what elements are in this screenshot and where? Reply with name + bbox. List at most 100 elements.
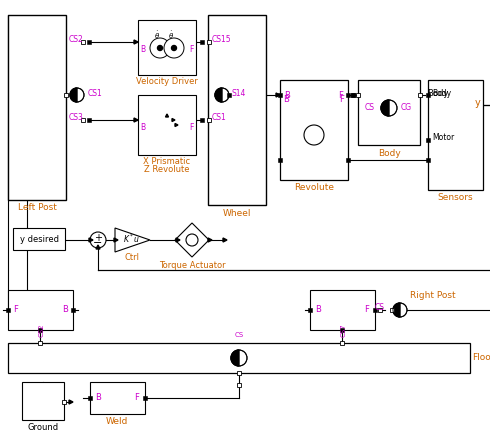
Bar — [426, 93, 430, 97]
Bar — [428, 80, 483, 190]
Text: CS: CS — [375, 303, 385, 312]
Bar — [426, 138, 430, 142]
Bar — [138, 20, 196, 75]
Text: CS: CS — [234, 332, 244, 338]
Bar — [8, 15, 66, 200]
Bar — [81, 40, 85, 44]
Text: y: y — [475, 98, 481, 108]
Polygon shape — [70, 88, 77, 102]
Polygon shape — [393, 303, 400, 317]
Bar — [308, 308, 312, 312]
Text: Weld: Weld — [106, 417, 128, 426]
Bar — [87, 118, 91, 122]
Bar — [200, 40, 204, 44]
Text: $\dot\theta$: $\dot\theta$ — [168, 29, 174, 41]
Text: CS3: CS3 — [69, 113, 84, 122]
Bar — [378, 308, 382, 312]
Polygon shape — [172, 118, 175, 121]
Polygon shape — [134, 118, 138, 122]
Polygon shape — [208, 238, 212, 242]
Text: Ground: Ground — [27, 424, 59, 433]
Bar — [138, 95, 196, 155]
Bar — [38, 341, 42, 345]
Text: F: F — [339, 90, 343, 100]
Text: $\dot\theta$: $\dot\theta$ — [154, 29, 160, 41]
Bar — [390, 308, 394, 312]
Bar — [280, 80, 348, 180]
Circle shape — [172, 45, 176, 50]
Text: $K^*u$: $K^*u$ — [123, 233, 141, 245]
Bar — [237, 371, 241, 375]
Bar — [62, 400, 66, 404]
Bar — [64, 93, 68, 97]
Bar — [22, 382, 64, 420]
Text: CS7: CS7 — [341, 324, 347, 337]
Bar — [418, 93, 422, 97]
Polygon shape — [381, 100, 389, 116]
Text: Torque Actuator: Torque Actuator — [159, 262, 225, 271]
Circle shape — [393, 303, 407, 317]
Text: CG: CG — [401, 102, 412, 112]
Bar — [426, 158, 430, 162]
Text: B: B — [62, 306, 68, 315]
Text: Velocity Driver: Velocity Driver — [136, 77, 198, 86]
Polygon shape — [231, 350, 239, 366]
Polygon shape — [134, 40, 138, 44]
Text: B: B — [141, 122, 146, 132]
Text: y desired: y desired — [20, 235, 58, 243]
Text: +: + — [94, 233, 102, 243]
Text: CS: CS — [365, 102, 375, 112]
Polygon shape — [223, 238, 227, 242]
Circle shape — [186, 234, 198, 246]
Text: F: F — [135, 393, 140, 402]
Bar — [278, 93, 282, 97]
Bar — [356, 93, 360, 97]
Text: Ctrl: Ctrl — [124, 254, 140, 263]
Bar — [227, 93, 231, 97]
Polygon shape — [166, 114, 169, 117]
Text: Z Revolute: Z Revolute — [144, 166, 190, 174]
Bar — [71, 308, 75, 312]
Text: Body: Body — [378, 149, 400, 158]
Bar — [208, 15, 266, 205]
Circle shape — [70, 88, 84, 102]
Polygon shape — [276, 93, 280, 97]
Circle shape — [304, 125, 324, 145]
Text: Body: Body — [432, 89, 451, 97]
Circle shape — [90, 232, 106, 248]
Polygon shape — [175, 124, 178, 126]
Text: CS1: CS1 — [88, 89, 103, 97]
Text: F: F — [189, 122, 193, 132]
Text: Body: Body — [427, 89, 448, 97]
Text: Right Post: Right Post — [410, 291, 456, 300]
Text: B: B — [315, 306, 321, 315]
Text: Floor: Floor — [472, 353, 490, 363]
Text: F: F — [14, 306, 19, 315]
Circle shape — [215, 88, 229, 102]
Bar — [81, 118, 85, 122]
Text: Revolute: Revolute — [294, 183, 334, 193]
Text: Wheel: Wheel — [223, 209, 251, 218]
Text: CS2: CS2 — [39, 324, 45, 337]
Bar — [88, 396, 92, 400]
Bar — [351, 93, 355, 97]
Text: F: F — [340, 96, 344, 105]
Circle shape — [231, 350, 247, 366]
Text: −: − — [93, 238, 103, 248]
Polygon shape — [176, 238, 180, 242]
Polygon shape — [96, 245, 100, 249]
Bar — [90, 382, 145, 414]
Circle shape — [164, 38, 184, 58]
Polygon shape — [89, 238, 93, 242]
Bar — [351, 93, 355, 97]
Bar — [207, 118, 211, 122]
Polygon shape — [69, 400, 73, 404]
Bar — [13, 228, 65, 250]
Text: B: B — [283, 96, 289, 105]
Circle shape — [157, 45, 163, 50]
Bar — [207, 40, 211, 44]
Bar — [6, 308, 10, 312]
Text: B: B — [141, 45, 146, 54]
Bar — [8, 343, 470, 373]
Text: S14: S14 — [231, 89, 245, 97]
